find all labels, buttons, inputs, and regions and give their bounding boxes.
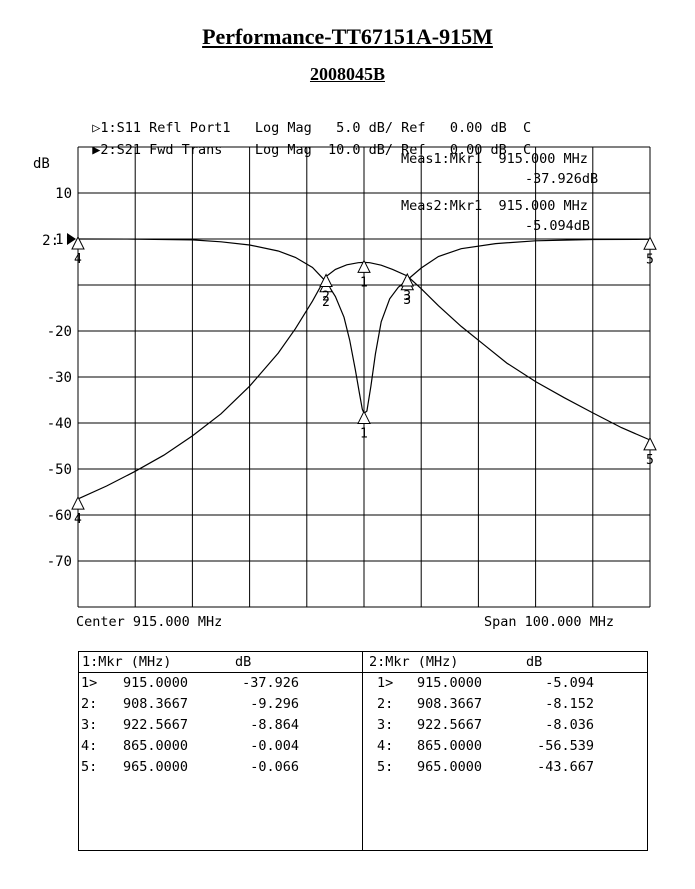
- table-row: 3: 922.5667 -8.864: [79, 717, 362, 738]
- ref-marker-label: 2:: [42, 233, 59, 249]
- meas2-line1: Meas2:Mkr1 915.000 MHz: [401, 198, 588, 214]
- table-row: 2: 908.3667 -9.296: [79, 696, 362, 717]
- marker-label-S11-3: 3: [403, 293, 411, 308]
- meas1-line2: -37.926dB: [525, 171, 599, 187]
- marker-val-cell: -0.066: [250, 759, 299, 775]
- marker-freq-cell: 965.0000: [417, 759, 483, 775]
- marker-id-cell: 3:: [81, 717, 98, 733]
- marker-S11-4-icon: [71, 235, 85, 250]
- y-tick-label: -40: [47, 416, 72, 432]
- marker-S21-3-icon: [400, 272, 415, 287]
- table-row: 1> 915.0000 -37.926: [79, 675, 362, 696]
- marker-freq-cell: 965.0000: [123, 759, 189, 775]
- ch1-header-unit: dB: [235, 654, 252, 670]
- marker-freq-cell: 865.0000: [417, 738, 483, 754]
- marker-id-cell: 4:: [81, 738, 98, 754]
- marker-id-cell: 2:: [377, 696, 394, 712]
- marker-val-cell: -8.036: [545, 717, 594, 733]
- page-subtitle: 2008045B: [309, 64, 385, 84]
- marker-val-cell: -56.539: [537, 738, 594, 754]
- marker-id-cell: 1>: [81, 675, 98, 691]
- marker-freq-cell: 915.0000: [417, 675, 483, 691]
- marker-freq-cell: 908.3667: [123, 696, 189, 712]
- marker-freq-cell: 922.5667: [417, 717, 483, 733]
- table-row: 2: 908.3667 -8.152: [363, 696, 647, 717]
- marker-label-S11-4: 4: [74, 252, 82, 267]
- marker-label-S11-5: 5: [646, 252, 654, 267]
- table-row: 5: 965.0000 -43.667: [363, 759, 647, 780]
- marker-val-cell: -8.864: [250, 717, 299, 733]
- y-tick-label: -50: [47, 462, 72, 478]
- y-tick-label: 10: [55, 186, 72, 202]
- y-tick-label: -20: [47, 324, 72, 340]
- marker-table-ch1-header: 1:Mkr (MHz) dB: [79, 652, 362, 673]
- trace-2-marker-icon: ▶: [92, 142, 101, 158]
- meas2-line2: -5.094dB: [525, 218, 591, 234]
- marker-id-cell: 1>: [377, 675, 394, 691]
- marker-label-S11-1: 1: [360, 426, 368, 441]
- trace-2-header: ▶2:S21 Fwd Trans Log Mag 10.0 dB/ Ref 0.…: [76, 126, 531, 158]
- trace-1-text: 1:S11 Refl Port1 Log Mag 5.0 dB/ Ref 0.0…: [100, 120, 532, 136]
- marker-id-cell: 4:: [377, 738, 394, 754]
- page-title: Performance-TT67151A-915M: [202, 24, 493, 49]
- series-line-S11: [77, 238, 651, 415]
- marker-S11-5-icon: [643, 236, 657, 250]
- marker-S21-5-icon: [643, 436, 657, 451]
- span-frequency: Span 100.000 MHz: [484, 614, 615, 630]
- marker-table-ch2-header: 2:Mkr (MHz) dB: [363, 652, 647, 673]
- y-tick-label: -60: [47, 508, 72, 524]
- marker-freq-cell: 908.3667: [417, 696, 483, 712]
- marker-S21-2-icon: [319, 273, 333, 287]
- marker-S11-1-icon: [357, 410, 371, 424]
- marker-label-S21-3: 3: [403, 289, 411, 304]
- trace-1-marker-icon: ▷: [92, 120, 101, 136]
- table-row: 4: 865.0000 -56.539: [363, 738, 647, 759]
- y-axis-label: dB: [33, 156, 50, 172]
- marker-freq-cell: 915.0000: [123, 675, 189, 691]
- center-frequency: Center 915.000 MHz: [76, 614, 223, 630]
- marker-label-S11-2: 2: [322, 295, 330, 310]
- ch2-header-unit: dB: [526, 654, 543, 670]
- marker-label-S21-4: 4: [74, 512, 82, 527]
- marker-S21-4-icon: [71, 495, 85, 510]
- marker-val-cell: -8.152: [545, 696, 594, 712]
- ref-marker-arrow-icon: [67, 233, 76, 245]
- y-tick-label: -30: [47, 370, 72, 386]
- table-row: 4: 865.0000 -0.004: [79, 738, 362, 759]
- marker-freq-cell: 922.5667: [123, 717, 189, 733]
- chart-grid: [77, 146, 651, 608]
- chart-markers: 1 2 3 4 5 1 2 3 4 5: [71, 235, 657, 527]
- marker-id-cell: 2:: [81, 696, 98, 712]
- marker-table-ch1: 1:Mkr (MHz) dB 1> 915.0000 -37.926 2: 908.36…: [79, 652, 363, 850]
- marker-id-cell: 5:: [377, 759, 394, 775]
- trace-1-header: ▷1:S11 Refl Port1 Log Mag 5.0 dB/ Ref 0.…: [76, 104, 531, 136]
- marker-id-cell: 5:: [81, 759, 98, 775]
- table-row: 5: 965.0000 -0.066: [79, 759, 362, 780]
- meas1-line1: Meas1:Mkr1 915.000 MHz: [401, 151, 588, 167]
- marker-label-S21-5: 5: [646, 453, 654, 468]
- ch1-header-mkr: 1:Mkr (MHz): [82, 654, 172, 670]
- marker-table-ch2: 2:Mkr (MHz) dB 1> 915.0000 -5.094 2: 908.366…: [363, 652, 647, 850]
- trace-2-text: 2:S21 Fwd Trans Log Mag 10.0 dB/ Ref 0.0…: [100, 142, 532, 158]
- marker-label-S21-1: 1: [360, 275, 368, 290]
- y-tick-label: -70: [47, 554, 72, 570]
- ch2-header-mkr: 2:Mkr (MHz): [369, 654, 459, 670]
- marker-val-cell: -0.004: [250, 738, 299, 754]
- marker-id-cell: 3:: [377, 717, 394, 733]
- marker-val-cell: -9.296: [250, 696, 299, 712]
- table-row: 3: 922.5667 -8.036: [363, 717, 647, 738]
- marker-label-S21-2: 2: [322, 289, 330, 304]
- marker-table: 1:Mkr (MHz) dB 1> 915.0000 -37.926 2: 908.36…: [78, 651, 648, 851]
- marker-S21-1-icon: [357, 259, 371, 273]
- y-axis-ticks: 101:-20-30-40-50-60-702:: [42, 186, 76, 570]
- marker-val-cell: -5.094: [545, 675, 594, 691]
- marker-freq-cell: 865.0000: [123, 738, 189, 754]
- marker-val-cell: -43.667: [537, 759, 594, 775]
- table-row: 1> 915.0000 -5.094: [363, 675, 647, 696]
- marker-val-cell: -37.926: [242, 675, 299, 691]
